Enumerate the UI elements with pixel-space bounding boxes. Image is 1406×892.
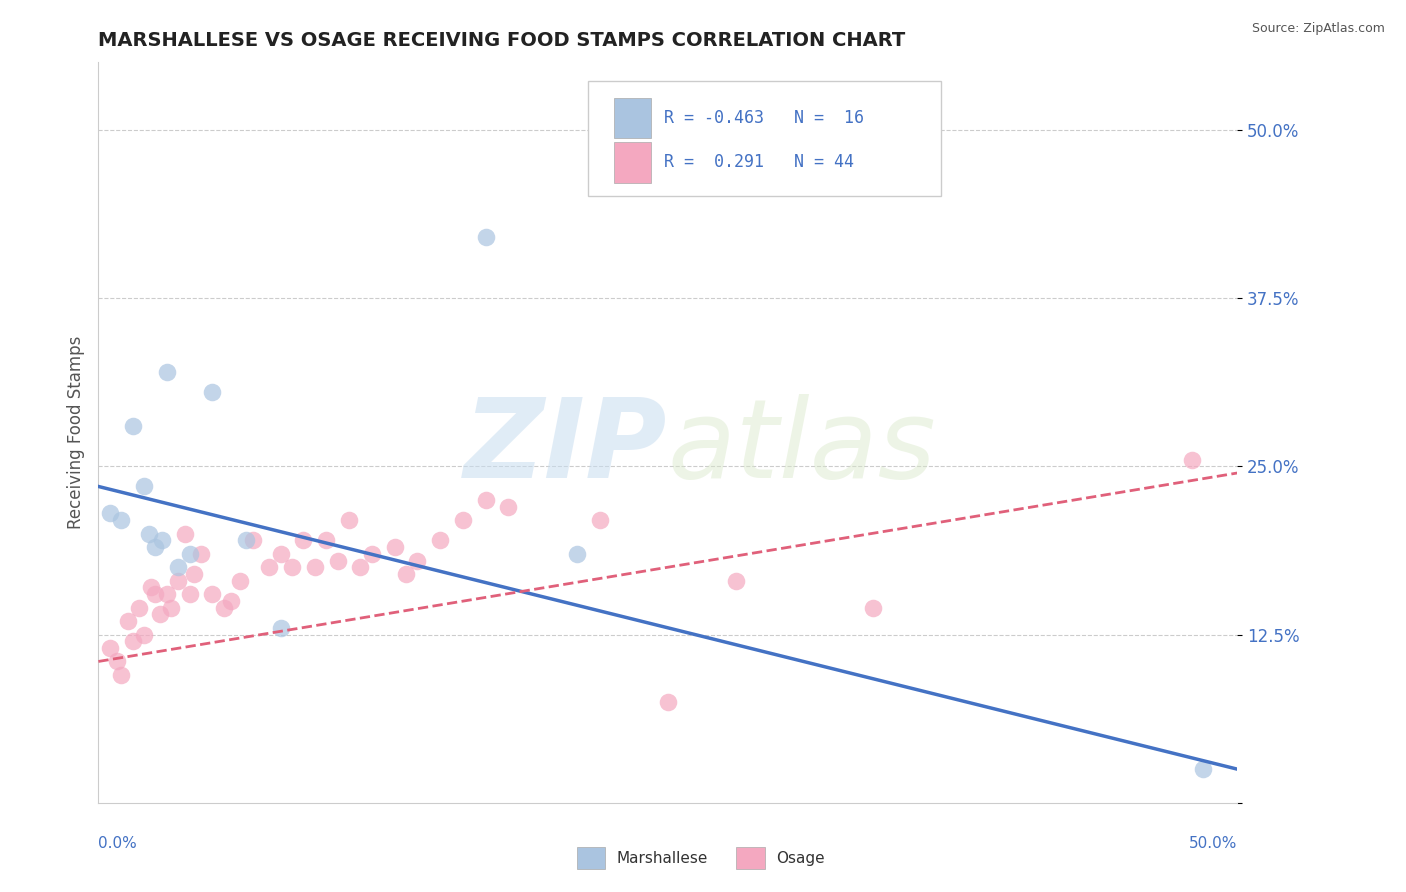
Point — [145, 540, 167, 554]
Point — [110, 668, 132, 682]
Point — [212, 600, 235, 615]
Point — [105, 655, 128, 669]
FancyBboxPatch shape — [737, 847, 765, 870]
FancyBboxPatch shape — [576, 847, 605, 870]
Point — [174, 526, 197, 541]
Text: ZIP: ZIP — [464, 394, 668, 501]
Point — [292, 533, 315, 548]
Point — [326, 553, 349, 567]
Point — [657, 695, 679, 709]
Point — [132, 479, 155, 493]
Point — [395, 566, 418, 581]
Point — [145, 587, 167, 601]
Text: atlas: atlas — [668, 394, 936, 501]
Point — [179, 587, 201, 601]
Point — [149, 607, 172, 622]
Point — [304, 560, 326, 574]
Point — [98, 640, 121, 655]
Text: Marshallese: Marshallese — [617, 851, 709, 866]
Point — [1181, 452, 1204, 467]
Point — [156, 365, 179, 379]
Text: Osage: Osage — [776, 851, 825, 866]
Text: MARSHALLESE VS OSAGE RECEIVING FOOD STAMPS CORRELATION CHART: MARSHALLESE VS OSAGE RECEIVING FOOD STAM… — [98, 30, 905, 50]
Point — [132, 627, 155, 641]
Point — [1192, 762, 1215, 776]
Point — [139, 581, 162, 595]
Point — [259, 560, 281, 574]
Point — [270, 621, 292, 635]
FancyBboxPatch shape — [588, 81, 941, 195]
Point — [190, 547, 212, 561]
Point — [349, 560, 371, 574]
Point — [235, 533, 257, 548]
Point — [270, 547, 292, 561]
Text: 0.0%: 0.0% — [98, 836, 138, 851]
Point — [183, 566, 205, 581]
Point — [474, 230, 496, 244]
Point — [98, 507, 121, 521]
Y-axis label: Receiving Food Stamps: Receiving Food Stamps — [66, 336, 84, 529]
Point — [565, 547, 588, 561]
Point — [138, 526, 160, 541]
Text: 50.0%: 50.0% — [1189, 836, 1237, 851]
Point — [219, 594, 242, 608]
Point — [201, 587, 224, 601]
Point — [121, 634, 143, 648]
Point — [451, 513, 474, 527]
Text: R = -0.463   N =  16: R = -0.463 N = 16 — [665, 109, 865, 127]
Point — [360, 547, 382, 561]
Point — [201, 385, 224, 400]
Point — [128, 600, 150, 615]
FancyBboxPatch shape — [614, 97, 651, 138]
Point — [121, 418, 143, 433]
Point — [406, 553, 429, 567]
Point — [156, 587, 179, 601]
Point — [228, 574, 250, 588]
Text: R =  0.291   N = 44: R = 0.291 N = 44 — [665, 153, 855, 171]
Point — [160, 600, 183, 615]
Point — [315, 533, 337, 548]
Point — [167, 574, 190, 588]
Point — [281, 560, 304, 574]
Point — [429, 533, 451, 548]
Point — [242, 533, 264, 548]
Point — [474, 492, 496, 507]
Point — [588, 513, 610, 527]
Point — [498, 500, 520, 514]
Text: Source: ZipAtlas.com: Source: ZipAtlas.com — [1251, 22, 1385, 36]
Point — [384, 540, 406, 554]
Point — [117, 614, 139, 628]
Point — [337, 513, 360, 527]
Point — [725, 574, 748, 588]
Point — [179, 547, 201, 561]
FancyBboxPatch shape — [614, 142, 651, 183]
Point — [150, 533, 173, 548]
Point — [862, 600, 884, 615]
Point — [167, 560, 190, 574]
Point — [110, 513, 132, 527]
